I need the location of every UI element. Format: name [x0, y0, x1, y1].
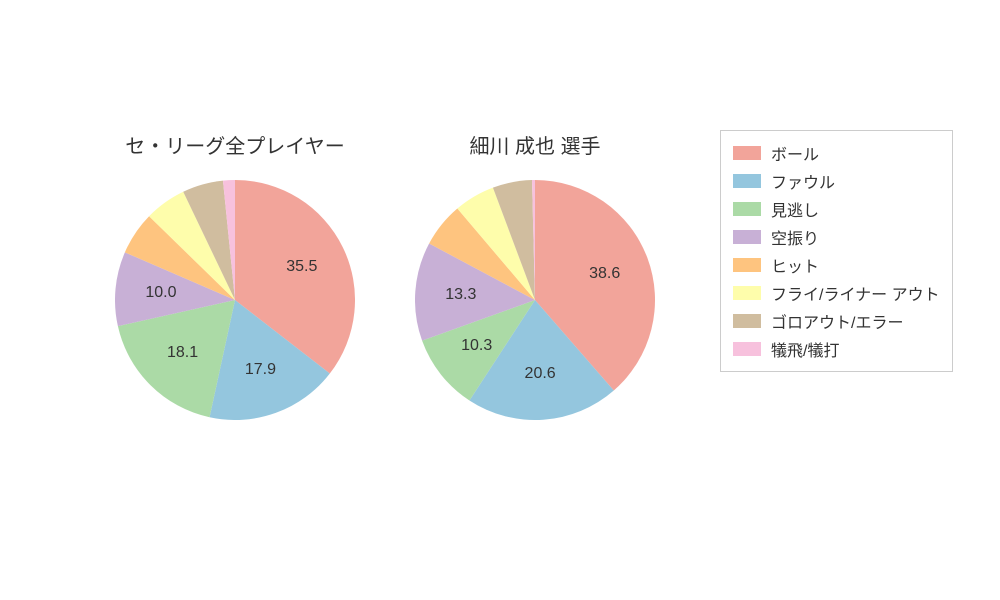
pie-label-player-swinging: 13.3 — [445, 286, 476, 304]
pie-container-league: 35.5 17.9 18.1 10.0 — [115, 180, 355, 420]
pie-container-player: 38.6 20.6 10.3 13.3 — [415, 180, 655, 420]
legend-label-hit: ヒット — [771, 253, 819, 277]
legend-swatch-ball — [733, 146, 761, 160]
pie-label-league-looking: 18.1 — [167, 344, 198, 362]
legend-item-looking: 見逃し — [733, 195, 940, 223]
legend-item-foul: ファウル — [733, 167, 940, 195]
pie-label-league-ball: 35.5 — [286, 258, 317, 276]
legend-swatch-groundout — [733, 314, 761, 328]
figure: セ・リーグ全プレイヤー 35.5 17.9 18.1 10.0 細川 成也 選手 38.6 2… — [0, 0, 1000, 600]
legend-label-ball: ボール — [771, 141, 819, 165]
legend-swatch-flyout — [733, 286, 761, 300]
legend-item-sacrifice: 犠飛/犠打 — [733, 335, 940, 363]
legend-swatch-looking — [733, 202, 761, 216]
pie-label-league-foul: 17.9 — [245, 361, 276, 379]
pie-label-player-foul: 20.6 — [525, 365, 556, 383]
chart-title-league: セ・リーグ全プレイヤー — [125, 130, 344, 159]
legend-label-looking: 見逃し — [771, 197, 819, 221]
legend-item-groundout: ゴロアウト/エラー — [733, 307, 940, 335]
legend-swatch-swinging — [733, 230, 761, 244]
legend-item-hit: ヒット — [733, 251, 940, 279]
legend-item-flyout: フライ/ライナー アウト — [733, 279, 940, 307]
legend-label-groundout: ゴロアウト/エラー — [771, 309, 903, 333]
pie-label-player-ball: 38.6 — [589, 265, 620, 283]
legend-label-swinging: 空振り — [771, 225, 819, 249]
legend-swatch-hit — [733, 258, 761, 272]
legend-swatch-sacrifice — [733, 342, 761, 356]
legend-label-foul: ファウル — [771, 169, 835, 193]
pie-label-league-swinging: 10.0 — [145, 284, 176, 302]
legend-item-ball: ボール — [733, 139, 940, 167]
legend: ボールファウル見逃し空振りヒットフライ/ライナー アウトゴロアウト/エラー犠飛/… — [720, 130, 953, 372]
legend-swatch-foul — [733, 174, 761, 188]
pie-label-player-looking: 10.3 — [461, 337, 492, 355]
chart-title-player: 細川 成也 選手 — [469, 130, 600, 159]
legend-label-sacrifice: 犠飛/犠打 — [771, 337, 839, 361]
legend-label-flyout: フライ/ライナー アウト — [771, 281, 940, 305]
legend-item-swinging: 空振り — [733, 223, 940, 251]
